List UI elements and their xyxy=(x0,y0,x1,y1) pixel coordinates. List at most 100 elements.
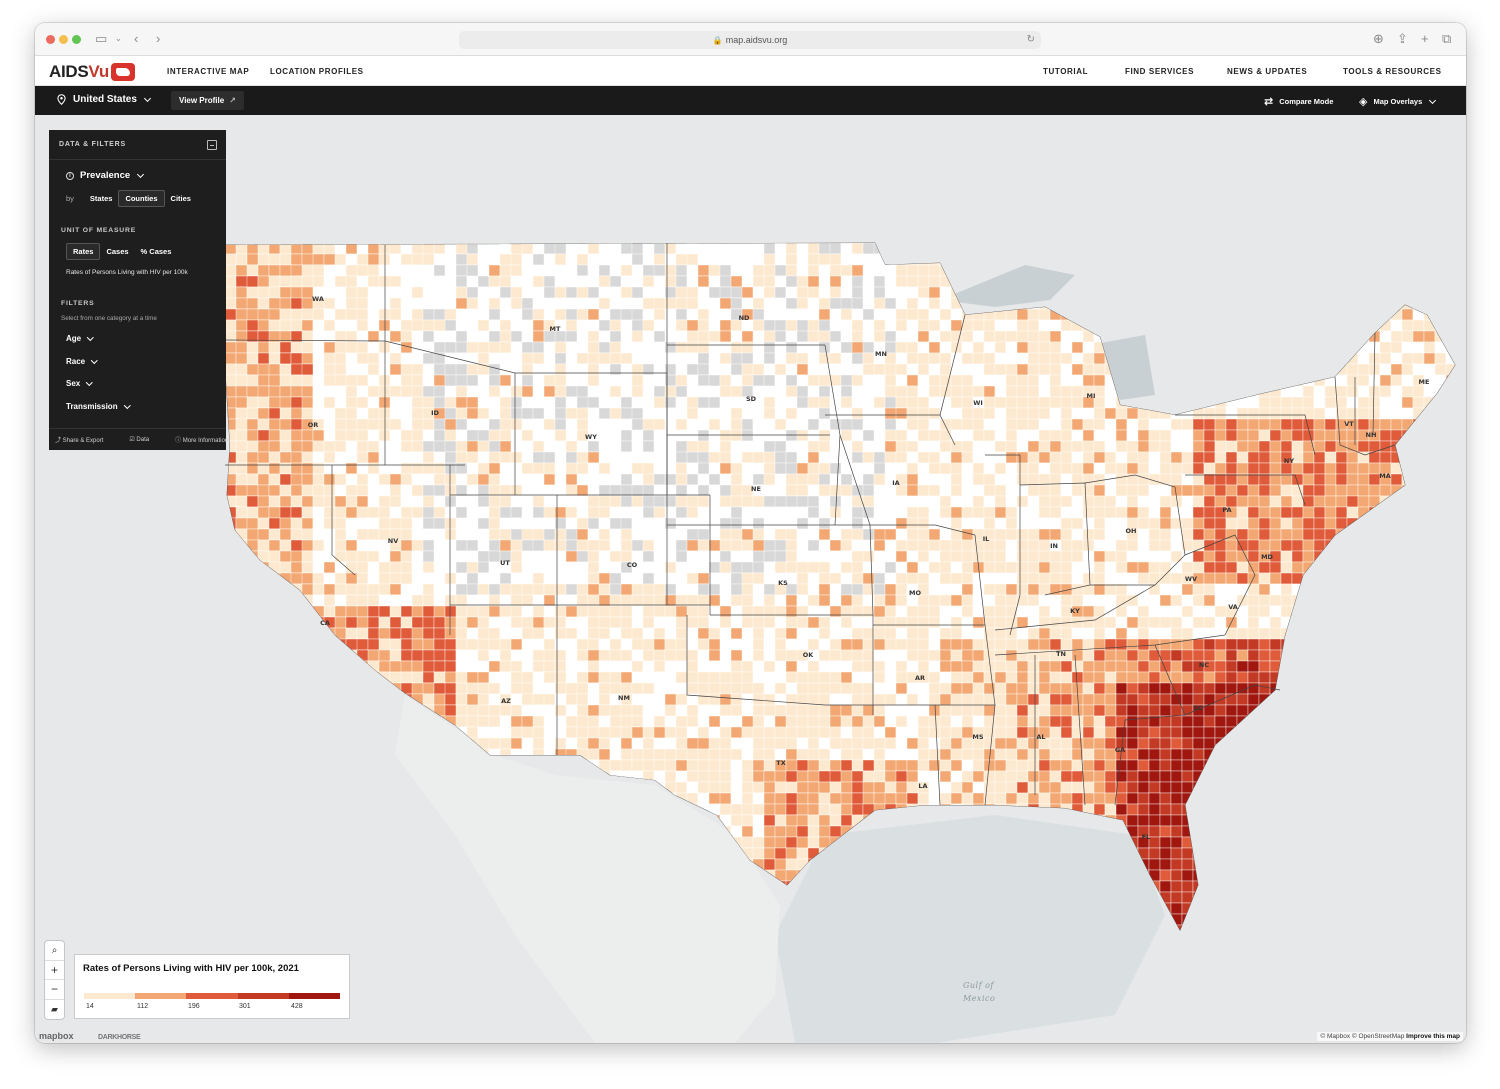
county-cell[interactable] xyxy=(1159,528,1172,541)
county-cell[interactable] xyxy=(444,561,457,574)
county-cell[interactable] xyxy=(1049,550,1062,563)
county-cell[interactable] xyxy=(675,363,688,376)
county-cell[interactable] xyxy=(1049,517,1062,530)
county-cell[interactable] xyxy=(1313,451,1326,464)
county-cell[interactable] xyxy=(917,308,930,321)
county-cell[interactable] xyxy=(1181,451,1194,464)
county-cell[interactable] xyxy=(1060,330,1073,343)
county-cell[interactable] xyxy=(708,418,721,431)
county-cell[interactable] xyxy=(950,693,963,706)
county-cell[interactable] xyxy=(686,506,699,519)
county-cell[interactable] xyxy=(862,627,875,640)
county-cell[interactable] xyxy=(532,385,545,398)
county-cell[interactable] xyxy=(917,517,930,530)
county-cell[interactable] xyxy=(433,495,446,508)
county-cell[interactable] xyxy=(1302,550,1315,563)
county-cell[interactable] xyxy=(972,506,985,519)
county-cell[interactable] xyxy=(1148,528,1161,541)
county-cell[interactable] xyxy=(1236,627,1249,640)
county-cell[interactable] xyxy=(1203,495,1216,508)
county-cell[interactable] xyxy=(1016,341,1029,354)
county-cell[interactable] xyxy=(774,330,787,343)
county-cell[interactable] xyxy=(939,495,952,508)
county-cell[interactable] xyxy=(1082,407,1095,420)
county-cell[interactable] xyxy=(752,550,765,563)
county-cell[interactable] xyxy=(1060,693,1073,706)
county-cell[interactable] xyxy=(367,649,380,662)
county-cell[interactable] xyxy=(917,572,930,585)
county-cell[interactable] xyxy=(1060,561,1073,574)
county-cell[interactable] xyxy=(587,308,600,321)
county-cell[interactable] xyxy=(301,385,314,398)
county-cell[interactable] xyxy=(895,495,908,508)
county-cell[interactable] xyxy=(939,418,952,431)
county-cell[interactable] xyxy=(1236,407,1249,420)
county-cell[interactable] xyxy=(1148,671,1161,684)
county-cell[interactable] xyxy=(895,363,908,376)
county-cell[interactable] xyxy=(961,396,974,409)
county-cell[interactable] xyxy=(477,308,490,321)
county-cell[interactable] xyxy=(906,693,919,706)
county-cell[interactable] xyxy=(1269,561,1282,574)
county-cell[interactable] xyxy=(1126,638,1139,651)
county-cell[interactable] xyxy=(1115,550,1128,563)
county-cell[interactable] xyxy=(1269,572,1282,585)
county-cell[interactable] xyxy=(994,583,1007,596)
county-cell[interactable] xyxy=(1357,451,1370,464)
county-cell[interactable] xyxy=(1423,363,1436,376)
county-cell[interactable] xyxy=(1236,473,1249,486)
county-cell[interactable] xyxy=(334,451,347,464)
county-cell[interactable] xyxy=(774,319,787,332)
county-cell[interactable] xyxy=(1104,418,1117,431)
county-cell[interactable] xyxy=(697,495,710,508)
county-cell[interactable] xyxy=(928,396,941,409)
county-cell[interactable] xyxy=(653,561,666,574)
county-cell[interactable] xyxy=(950,572,963,585)
county-cell[interactable] xyxy=(334,517,347,530)
county-cell[interactable] xyxy=(1049,594,1062,607)
county-cell[interactable] xyxy=(268,539,281,552)
county-cell[interactable] xyxy=(1170,704,1183,717)
county-cell[interactable] xyxy=(1071,715,1084,728)
download-icon[interactable]: ⊕ xyxy=(1373,31,1384,46)
county-cell[interactable] xyxy=(1181,418,1194,431)
county-cell[interactable] xyxy=(433,605,446,618)
county-cell[interactable] xyxy=(895,704,908,717)
county-cell[interactable] xyxy=(1159,693,1172,706)
county-cell[interactable] xyxy=(1357,484,1370,497)
county-cell[interactable] xyxy=(972,462,985,475)
county-cell[interactable] xyxy=(840,264,853,277)
county-cell[interactable] xyxy=(939,583,952,596)
county-cell[interactable] xyxy=(1412,319,1425,332)
county-cell[interactable] xyxy=(1137,462,1150,475)
county-cell[interactable] xyxy=(1302,451,1315,464)
county-cell[interactable] xyxy=(521,243,534,255)
county-cell[interactable] xyxy=(950,473,963,486)
county-cell[interactable] xyxy=(433,253,446,266)
county-cell[interactable] xyxy=(1258,495,1271,508)
county-cell[interactable] xyxy=(587,440,600,453)
county-cell[interactable] xyxy=(785,407,798,420)
county-cell[interactable] xyxy=(939,605,952,618)
county-cell[interactable] xyxy=(1060,429,1073,442)
county-cell[interactable] xyxy=(1060,418,1073,431)
county-cell[interactable] xyxy=(741,517,754,530)
county-cell[interactable] xyxy=(1159,649,1172,662)
county-cell[interactable] xyxy=(422,627,435,640)
county-cell[interactable] xyxy=(972,385,985,398)
county-cell[interactable] xyxy=(928,462,941,475)
county-cell[interactable] xyxy=(1038,616,1051,629)
county-cell[interactable] xyxy=(961,462,974,475)
county-cell[interactable] xyxy=(543,660,556,673)
county-cell[interactable] xyxy=(675,473,688,486)
county-cell[interactable] xyxy=(1247,418,1260,431)
county-cell[interactable] xyxy=(1258,583,1271,596)
county-cell[interactable] xyxy=(543,385,556,398)
county-cell[interactable] xyxy=(686,605,699,618)
county-cell[interactable] xyxy=(873,473,886,486)
county-cell[interactable] xyxy=(565,243,578,255)
county-cell[interactable] xyxy=(1148,660,1161,673)
county-cell[interactable] xyxy=(1071,418,1084,431)
county-cell[interactable] xyxy=(983,341,996,354)
county-cell[interactable] xyxy=(532,462,545,475)
